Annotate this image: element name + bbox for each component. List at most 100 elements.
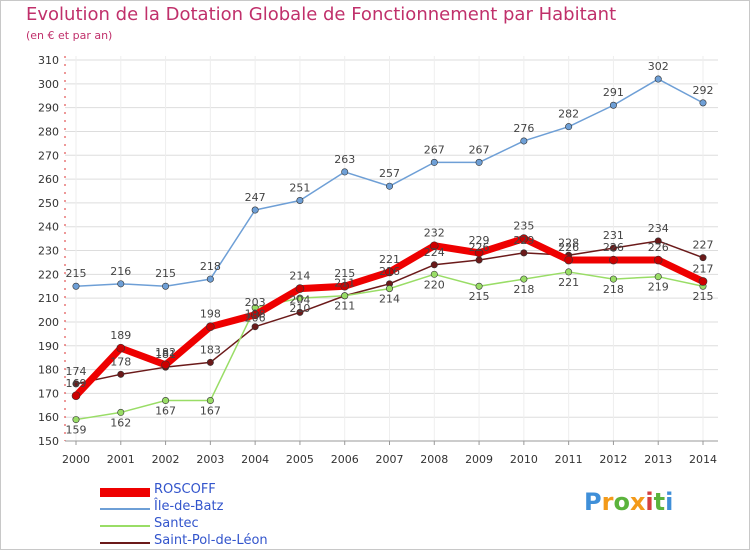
chart-subtitle: (en € et par an) — [26, 29, 113, 42]
x-tick-label: 2004 — [241, 453, 269, 466]
data-label-roscoff: 217 — [693, 262, 714, 275]
y-tick-label: 260 — [38, 173, 59, 186]
x-tick-label: 2014 — [689, 453, 717, 466]
data-point-santec — [162, 397, 170, 405]
data-label-ile-de-batz: 263 — [334, 153, 355, 166]
data-label-santec: 210 — [289, 302, 310, 315]
data-point-santec — [206, 397, 214, 405]
data-label-ile-de-batz: 276 — [513, 122, 534, 135]
data-label-santec: 167 — [155, 405, 176, 418]
data-label-saint-pol-de-leon: 227 — [693, 239, 714, 252]
data-label-santec: 221 — [558, 276, 579, 289]
data-label-santec: 206 — [245, 312, 266, 325]
legend-swatch — [100, 487, 150, 497]
data-point-roscoff — [564, 255, 573, 265]
data-point-roscoff — [609, 255, 618, 265]
y-tick-label: 180 — [38, 364, 59, 377]
data-label-roscoff: 226 — [603, 241, 624, 254]
y-tick-label: 270 — [38, 149, 59, 162]
chart-title: Evolution de la Dotation Globale de Fonc… — [26, 4, 617, 25]
logo-letter: i — [645, 488, 654, 516]
data-label-saint-pol-de-leon: 204 — [289, 293, 310, 306]
data-point-santec — [341, 292, 349, 300]
data-label-roscoff: 215 — [334, 267, 355, 280]
data-point-roscoff — [295, 284, 305, 293]
data-label-santec: 218 — [603, 283, 624, 296]
y-tick-label: 230 — [38, 245, 59, 258]
logo-letter: r — [601, 488, 614, 516]
data-point-ile-de-batz — [72, 282, 80, 290]
y-tick-label: 210 — [38, 292, 59, 305]
data-point-saint-pol-de-leon — [72, 380, 80, 388]
data-point-santec — [565, 268, 573, 276]
data-point-ile-de-batz — [475, 158, 483, 166]
data-label-saint-pol-de-leon: 181 — [155, 348, 176, 361]
data-point-roscoff — [71, 391, 81, 401]
data-label-roscoff: 169 — [66, 377, 87, 390]
x-tick-label: 2010 — [510, 453, 538, 466]
y-tick-label: 160 — [38, 411, 59, 424]
data-label-ile-de-batz: 267 — [469, 143, 490, 156]
data-label-saint-pol-de-leon: 228 — [558, 236, 579, 249]
data-label-roscoff: 198 — [200, 308, 221, 321]
data-label-roscoff: 226 — [558, 241, 579, 254]
data-point-roscoff — [340, 281, 350, 291]
data-label-santec: 220 — [424, 278, 445, 291]
data-label-saint-pol-de-leon: 198 — [245, 308, 266, 321]
data-point-ile-de-batz — [385, 182, 393, 190]
data-label-saint-pol-de-leon: 174 — [66, 365, 87, 378]
x-tick-label: 2007 — [376, 453, 404, 466]
data-point-ile-de-batz — [430, 158, 438, 166]
data-point-ile-de-batz — [520, 137, 528, 145]
data-label-ile-de-batz: 247 — [245, 191, 266, 204]
data-label-ile-de-batz: 282 — [558, 108, 579, 121]
data-point-saint-pol-de-leon — [609, 244, 617, 252]
data-label-saint-pol-de-leon: 234 — [648, 222, 669, 235]
data-point-roscoff — [161, 360, 170, 370]
data-point-roscoff — [116, 343, 126, 353]
data-label-roscoff: 221 — [379, 253, 400, 266]
data-label-santec: 211 — [334, 300, 355, 313]
data-label-ile-de-batz: 292 — [693, 84, 714, 97]
data-point-saint-pol-de-leon — [251, 323, 259, 331]
legend-swatch — [100, 508, 150, 510]
data-point-roscoff — [206, 322, 215, 332]
data-label-roscoff: 203 — [245, 296, 266, 309]
x-tick-label: 2001 — [107, 453, 135, 466]
legend-label: Santec — [154, 516, 199, 531]
data-point-santec — [72, 416, 80, 424]
y-tick-label: 240 — [38, 221, 59, 234]
data-label-ile-de-batz: 215 — [155, 267, 176, 280]
data-point-saint-pol-de-leon — [206, 358, 214, 366]
y-tick-label: 170 — [38, 387, 59, 400]
data-point-saint-pol-de-leon — [117, 370, 125, 378]
legend-swatch — [100, 525, 150, 527]
data-point-ile-de-batz — [117, 280, 125, 288]
data-point-roscoff — [653, 255, 663, 265]
x-tick-label: 2002 — [152, 453, 180, 466]
y-tick-label: 300 — [38, 78, 59, 91]
y-tick-label: 150 — [38, 435, 59, 448]
y-tick-label: 310 — [38, 54, 59, 67]
data-label-saint-pol-de-leon: 211 — [334, 277, 355, 290]
data-point-santec — [296, 294, 304, 302]
data-label-santec: 214 — [379, 293, 400, 306]
data-point-saint-pol-de-leon — [699, 254, 707, 262]
data-point-santec — [385, 285, 393, 293]
logo-letter: t — [653, 488, 666, 516]
data-label-roscoff: 182 — [155, 346, 176, 359]
y-tick-label: 290 — [38, 102, 59, 115]
y-tick-label: 220 — [38, 268, 59, 281]
data-label-roscoff: 214 — [289, 270, 310, 283]
x-tick-label: 2013 — [644, 453, 672, 466]
legend-label: Saint-Pol-de-Léon — [154, 533, 268, 548]
data-point-ile-de-batz — [206, 275, 214, 283]
data-label-saint-pol-de-leon: 226 — [469, 241, 490, 254]
data-label-saint-pol-de-leon: 216 — [379, 265, 400, 278]
x-tick-label: 2009 — [465, 453, 493, 466]
data-point-saint-pol-de-leon — [475, 256, 483, 264]
data-point-santec — [609, 275, 617, 283]
data-label-santec: 215 — [469, 290, 490, 303]
data-point-ile-de-batz — [162, 282, 170, 290]
x-tick-label: 2005 — [286, 453, 314, 466]
